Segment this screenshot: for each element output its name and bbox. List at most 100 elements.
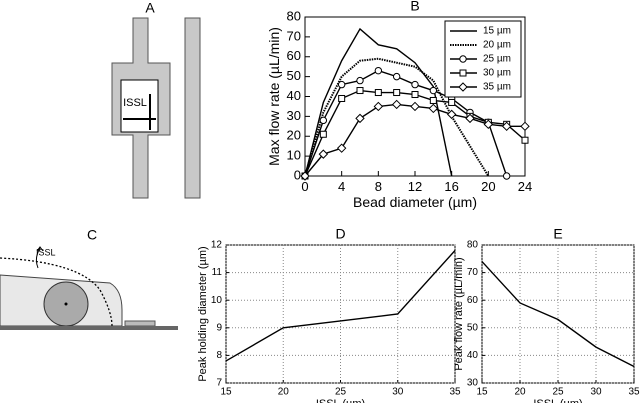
y-tick-label: 70	[287, 28, 301, 43]
marker	[502, 172, 511, 180]
marker	[465, 113, 475, 124]
marker	[355, 113, 365, 124]
legend-label: 15 µm	[483, 26, 511, 37]
pad	[124, 320, 156, 327]
y-tick-label: 30	[467, 378, 479, 389]
marker	[319, 130, 327, 138]
y-tick-label: 8	[216, 350, 222, 361]
x-tick-label: 8	[375, 179, 382, 194]
x-tick-label: 4	[338, 179, 345, 194]
y-tick-label: 60	[287, 48, 301, 63]
marker	[410, 101, 420, 112]
marker	[429, 96, 437, 104]
x-tick-label: 25	[552, 387, 564, 398]
x-axis-label: ISSL (µm)	[533, 398, 582, 403]
chart-title: D	[335, 226, 345, 242]
x-tick-label: 15	[220, 387, 232, 398]
y-tick-label: 60	[467, 295, 479, 306]
marker	[483, 119, 494, 130]
marker	[520, 121, 530, 132]
series-line	[225, 250, 456, 362]
x-tick-label: 24	[518, 179, 532, 194]
issl-box	[120, 79, 159, 133]
bead-center	[64, 302, 68, 306]
marker	[337, 80, 346, 89]
marker	[300, 171, 310, 181]
x-tick-label: 35	[449, 387, 461, 398]
marker	[501, 121, 512, 132]
y-tick-label: 11	[212, 267, 223, 278]
marker	[459, 55, 467, 63]
x-axis-label: Bead diameter (µm)	[353, 194, 477, 210]
marker	[336, 143, 347, 153]
marker	[392, 72, 401, 81]
chart-title: E	[553, 226, 562, 242]
y-tick-label: 10	[287, 148, 301, 163]
marker	[393, 89, 401, 97]
y-tick-label: 0	[294, 167, 301, 182]
x-tick-label: 35	[628, 387, 640, 398]
x-tick-label: 30	[590, 387, 602, 398]
panel-label: A	[145, 0, 155, 16]
legend-label: 30 µm	[483, 68, 511, 79]
x-tick-label: 15	[476, 387, 488, 398]
chart-title: B	[410, 0, 419, 14]
y-tick-label: 12	[211, 240, 223, 251]
channel-bar	[184, 17, 201, 199]
marker	[446, 109, 457, 120]
y-tick-label: 80	[467, 240, 479, 251]
y-axis-label: Peak holding diameter (µm)	[197, 246, 209, 381]
x-tick-label: 20	[481, 179, 495, 194]
y-axis-label: Max flow rate (µL/min)	[266, 27, 282, 166]
marker	[338, 94, 346, 102]
y-tick-label: 40	[467, 350, 479, 361]
y-tick-label: 10	[211, 295, 223, 306]
panel-label: C	[87, 227, 97, 243]
x-tick-label: 0	[301, 179, 308, 194]
x-tick-label: 30	[392, 387, 404, 398]
marker	[459, 69, 467, 77]
marker	[356, 87, 364, 95]
y-tick-label: 50	[467, 322, 479, 333]
y-tick-label: 20	[287, 128, 301, 143]
marker	[318, 149, 329, 159]
marker	[374, 89, 382, 97]
marker	[458, 82, 468, 92]
y-tick-label: 9	[216, 322, 222, 333]
marker	[374, 66, 383, 75]
issl-label: ISSL	[123, 97, 147, 109]
y-tick-label: 50	[287, 68, 301, 83]
marker	[429, 86, 438, 95]
marker	[411, 80, 419, 89]
marker	[411, 91, 419, 99]
y-tick-label: 40	[287, 88, 301, 103]
issl-text: ISSL	[36, 247, 56, 257]
legend-label: 35 µm	[483, 82, 511, 93]
issl-curve	[0, 257, 113, 327]
x-tick-label: 20	[514, 387, 526, 398]
y-axis-label: Peak flow rate (µL/min)	[453, 257, 465, 370]
series-line	[304, 27, 453, 177]
series-line	[304, 57, 490, 177]
marker	[391, 99, 402, 110]
substrate	[0, 326, 178, 330]
x-tick-label: 20	[278, 387, 290, 398]
y-tick-label: 30	[287, 108, 301, 123]
marker	[319, 116, 328, 125]
y-tick-label: 70	[467, 267, 479, 278]
x-tick-label: 12	[408, 179, 422, 194]
x-axis-label: ISSL (µm)	[316, 398, 365, 403]
x-tick-label: 25	[335, 387, 347, 398]
legend-label: 20 µm	[483, 40, 511, 51]
arrow	[35, 246, 44, 269]
marker	[428, 103, 439, 114]
y-tick-label: 7	[216, 378, 222, 389]
legend-label: 25 µm	[483, 54, 511, 65]
marker	[356, 76, 364, 85]
marker	[373, 101, 384, 112]
y-tick-label: 80	[287, 8, 301, 23]
x-tick-label: 16	[444, 179, 458, 194]
marker	[448, 98, 456, 106]
series-line	[481, 261, 635, 368]
